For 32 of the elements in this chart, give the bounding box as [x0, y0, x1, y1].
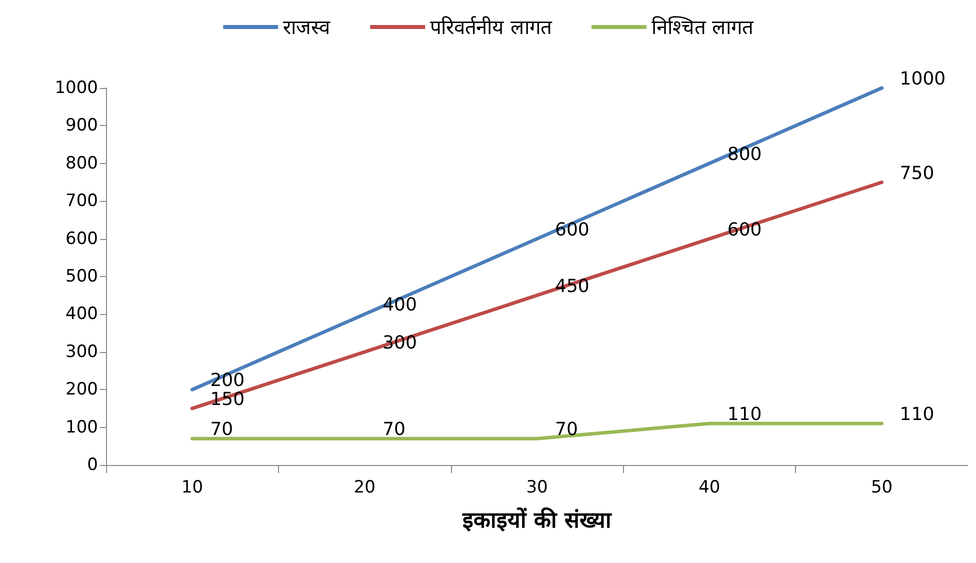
legend-label: राजस्व — [283, 15, 332, 39]
y-tick-label: 900 — [66, 116, 98, 136]
data-label: 600 — [555, 219, 590, 240]
data-label: 800 — [727, 144, 762, 165]
data-label: 70 — [210, 419, 234, 440]
x-tick-label: 30 — [526, 478, 548, 498]
data-label: 400 — [382, 294, 417, 316]
x-tick-label: 50 — [870, 478, 893, 498]
data-label: 70 — [382, 419, 406, 440]
y-tick-label: 1000 — [54, 78, 98, 98]
data-label: 1000 — [900, 68, 946, 90]
y-tick-label: 800 — [66, 153, 98, 174]
legend-label: परिवर्तनीय लागत — [430, 15, 552, 39]
data-label: 110 — [727, 404, 762, 426]
data-label: 750 — [900, 162, 934, 184]
x-axis-title: इकाइयों की संख्या — [461, 506, 613, 534]
y-tick-label: 700 — [66, 191, 98, 212]
x-tick-label: 20 — [354, 478, 376, 498]
x-tick-label: 10 — [181, 478, 204, 498]
y-tick-label: 100 — [66, 417, 98, 438]
data-label: 70 — [555, 419, 578, 440]
y-tick-label: 300 — [66, 342, 98, 362]
y-tick-label: 500 — [66, 266, 98, 286]
legend-label: निश्चित लागत — [652, 15, 754, 39]
x-tick-label: 40 — [698, 478, 720, 498]
data-label: 200 — [210, 370, 245, 392]
y-tick-label: 400 — [66, 304, 98, 324]
data-label: 110 — [900, 404, 934, 426]
line-series — [190, 86, 884, 392]
y-tick-label: 200 — [66, 380, 98, 400]
y-tick-label: 600 — [66, 228, 98, 249]
y-tick-label: 0 — [87, 455, 98, 475]
